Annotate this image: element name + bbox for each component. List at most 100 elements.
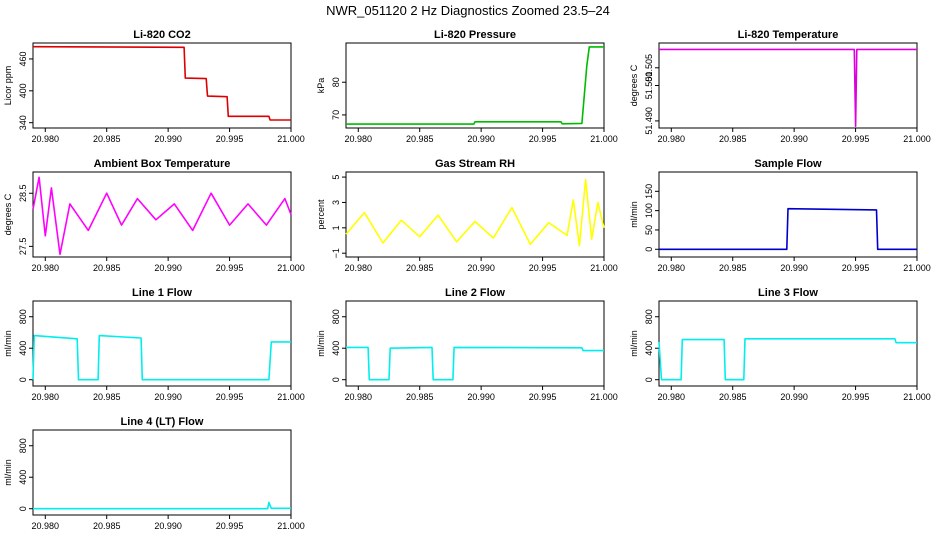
panel-title: Line 3 Flow	[758, 287, 818, 299]
series-line	[32, 334, 291, 381]
panel-title: Li‐820 Pressure	[434, 29, 516, 41]
y-axis-label: Licor ppm	[3, 66, 13, 106]
panel-10: Line 4 (LT) Flow 20.980 20.985 20.990 20.995…	[3, 416, 305, 531]
y-tick-label: 50	[644, 225, 654, 235]
y-tick-label: 0	[644, 377, 654, 382]
x-tick-label: 21.000	[277, 392, 305, 402]
series-line	[345, 178, 605, 247]
plot-frame	[658, 42, 918, 129]
y-axis-label: kPa	[316, 78, 326, 94]
y-tick-label: 1	[331, 225, 341, 230]
series-line	[346, 46, 604, 125]
x-tick-label: 20.995	[842, 134, 870, 144]
plot-frame	[32, 300, 292, 387]
x-tick-label: 20.995	[529, 134, 557, 144]
x-tick-label: 21.000	[277, 263, 305, 273]
y-axis-label: ml/min	[629, 330, 639, 357]
x-tick-label: 20.980	[345, 263, 373, 273]
y-tick-label: 51.490	[644, 107, 654, 135]
y-tick-label: 0	[18, 377, 28, 382]
panel-2: Li‐820 Pressure 20.980 20.985 20.990 20.995 2…	[316, 29, 618, 144]
y-axis-label: percent	[316, 199, 326, 230]
y-tick-label: 27.5	[18, 238, 28, 256]
y-tick-label: 800	[644, 309, 654, 324]
panel-6: Sample Flow 20.980 20.985 20.990 20.995 21.00…	[629, 158, 931, 273]
x-tick-label: 21.000	[903, 263, 931, 273]
x-tick-label: 20.985	[719, 392, 747, 402]
x-tick-label: 20.980	[32, 521, 60, 531]
x-tick-label: 21.000	[277, 521, 305, 531]
y-tick-label: 3	[331, 200, 341, 205]
y-axis-label: degrees C	[3, 193, 13, 235]
y-tick-label: 400	[18, 341, 28, 356]
panel-title: Gas Stream RH	[435, 158, 515, 170]
x-tick-label: 21.000	[590, 392, 618, 402]
x-tick-label: 20.995	[216, 134, 244, 144]
y-tick-label: 340	[18, 115, 28, 130]
plot-frame	[32, 429, 292, 516]
x-tick-label: 20.990	[154, 521, 182, 531]
y-axis-label: ml/min	[3, 459, 13, 486]
series-line	[346, 346, 604, 381]
x-tick-label: 20.980	[345, 134, 373, 144]
y-tick-label: 460	[18, 51, 28, 66]
y-axis-label: ml/min	[3, 330, 13, 357]
y-tick-label: 80	[331, 77, 341, 87]
y-tick-label: 400	[331, 341, 341, 356]
x-tick-label: 20.980	[658, 134, 686, 144]
x-tick-label: 20.985	[93, 263, 121, 273]
series-line	[33, 501, 291, 510]
x-tick-label: 20.990	[780, 263, 808, 273]
y-tick-label: 0	[331, 377, 341, 382]
x-tick-label: 20.995	[216, 263, 244, 273]
y-tick-label: −1	[331, 248, 341, 258]
y-tick-label: 800	[18, 438, 28, 453]
x-tick-label: 20.985	[93, 134, 121, 144]
panel-title: Line 4 (LT) Flow	[121, 416, 204, 428]
y-tick-label: 51.500	[644, 72, 654, 100]
series-line	[659, 48, 917, 127]
x-tick-label: 20.995	[842, 263, 870, 273]
x-tick-label: 20.980	[658, 392, 686, 402]
y-axis-label: ml/min	[316, 330, 326, 357]
y-tick-label: 400	[644, 341, 654, 356]
y-tick-label: 800	[18, 309, 28, 324]
x-tick-label: 20.985	[406, 263, 434, 273]
y-tick-label: 100	[644, 203, 654, 218]
x-tick-label: 20.990	[467, 392, 495, 402]
y-tick-label: 28.5	[18, 184, 28, 202]
y-tick-label: 400	[18, 470, 28, 485]
x-tick-label: 20.985	[93, 521, 121, 531]
y-tick-label: 150	[644, 184, 654, 199]
y-tick-label: 0	[644, 247, 654, 252]
series-line	[659, 207, 917, 251]
x-tick-label: 20.990	[780, 392, 808, 402]
series-line	[32, 176, 292, 256]
page-title: NWR_051120 2 Hz Diagnostics Zoomed 23.5–…	[326, 3, 610, 18]
x-tick-label: 20.995	[529, 392, 557, 402]
series-line	[32, 45, 291, 121]
x-tick-label: 20.985	[406, 392, 434, 402]
plot-frame	[32, 42, 292, 129]
y-tick-label: 400	[18, 83, 28, 98]
x-tick-label: 20.995	[216, 521, 244, 531]
x-tick-label: 20.980	[32, 263, 60, 273]
panel-3: Li‐820 Temperature 20.980 20.985 20.990 20.9…	[629, 29, 931, 144]
series-line	[658, 337, 917, 381]
x-tick-label: 21.000	[277, 134, 305, 144]
panel-7: Line 1 Flow 20.980 20.985 20.990 20.995 21.00…	[3, 287, 305, 402]
panel-9: Line 3 Flow 20.980 20.985 20.990 20.995 21.00…	[629, 287, 931, 402]
y-axis-label: ml/min	[629, 201, 639, 228]
x-tick-label: 20.980	[658, 263, 686, 273]
x-tick-label: 21.000	[903, 392, 931, 402]
plot-frame	[658, 300, 918, 387]
y-tick-label: 51.505	[644, 54, 654, 82]
plot-frame	[345, 300, 605, 387]
y-tick-label: 5	[331, 175, 341, 180]
x-tick-label: 21.000	[590, 263, 618, 273]
x-tick-label: 20.990	[467, 134, 495, 144]
panel-8: Line 2 Flow 20.980 20.985 20.990 20.995 21.00…	[316, 287, 618, 402]
panel-5: Gas Stream RH 20.980 20.985 20.990 20.995 21.…	[316, 158, 618, 273]
panel-4: Ambient Box Temperature 20.980 20.985 20.99…	[3, 158, 305, 273]
